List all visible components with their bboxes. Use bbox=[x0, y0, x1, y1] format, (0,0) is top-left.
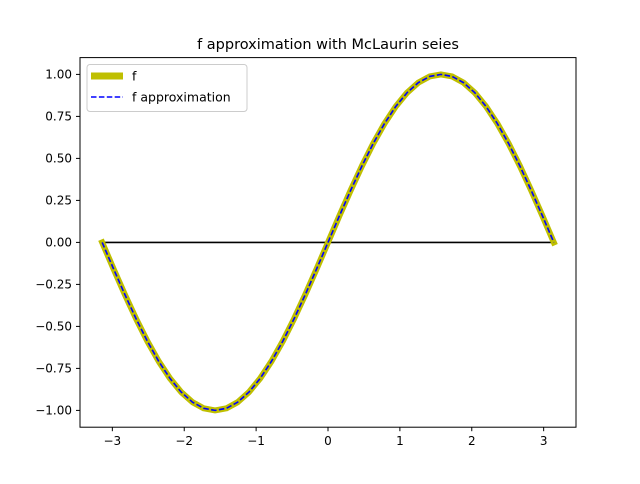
y-tick-label: 0.50 bbox=[45, 152, 72, 166]
legend-box bbox=[86, 64, 248, 112]
y-tick-label: 0.25 bbox=[45, 194, 72, 208]
legend: f f approximation bbox=[86, 64, 248, 112]
x-tick-label: −1 bbox=[247, 434, 265, 448]
y-axis-ticks: −1.00 −0.75 −0.50 −0.25 0.00 0.25 0.50 0.75 1.00 bbox=[35, 68, 80, 418]
x-tick-label: 2 bbox=[468, 434, 476, 448]
x-tick-label: −2 bbox=[175, 434, 193, 448]
chart-title: f approximation with McLaurin seies bbox=[197, 37, 459, 53]
y-tick-label: −0.25 bbox=[35, 278, 72, 292]
legend-label-f-approximation: f approximation bbox=[132, 90, 231, 105]
series-line-f-approximation bbox=[101, 73, 555, 412]
legend-label-f: f bbox=[132, 69, 137, 84]
x-tick-label: −3 bbox=[103, 434, 121, 448]
y-tick-label: −0.50 bbox=[35, 320, 72, 334]
y-tick-label: 1.00 bbox=[45, 68, 72, 82]
y-tick-label: −0.75 bbox=[35, 362, 72, 376]
x-tick-label: 3 bbox=[540, 434, 548, 448]
y-tick-label: −1.00 bbox=[35, 404, 72, 418]
x-tick-label: 1 bbox=[396, 434, 404, 448]
x-tick-label: 0 bbox=[324, 434, 332, 448]
y-tick-label: 0.00 bbox=[45, 236, 72, 250]
series-layer bbox=[98, 71, 558, 414]
y-tick-label: 0.75 bbox=[45, 110, 72, 124]
x-axis-ticks: −3 −2 −1 0 1 2 3 bbox=[103, 427, 547, 448]
